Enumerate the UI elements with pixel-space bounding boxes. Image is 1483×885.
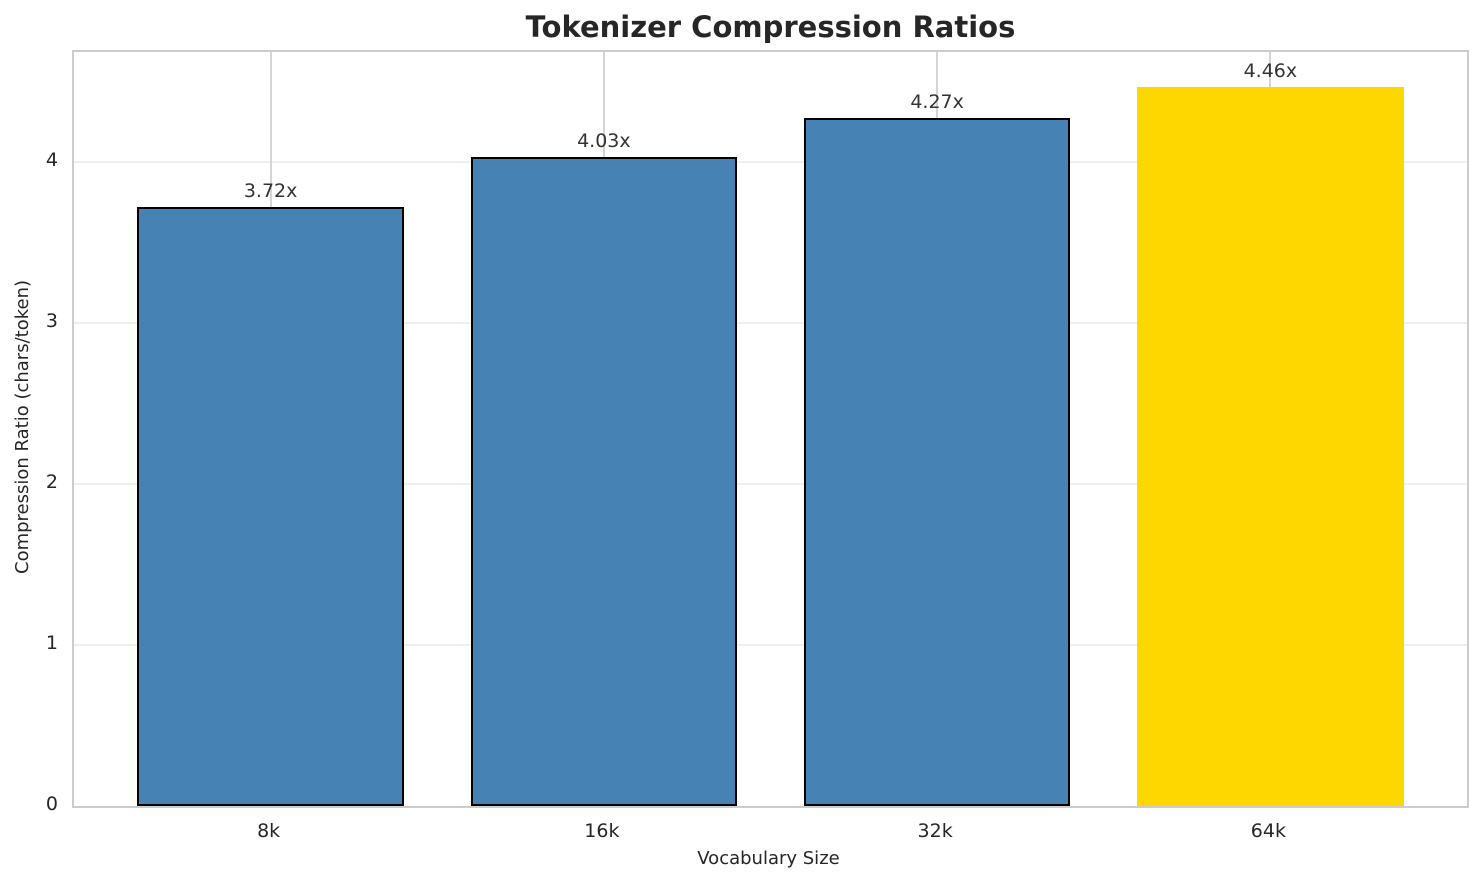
h-gridline <box>74 482 1467 485</box>
y-tick-label: 1 <box>45 631 58 654</box>
bar-value-label: 4.46x <box>1243 60 1298 83</box>
y-tick-label: 0 <box>45 793 58 815</box>
y-axis: 0 1 2 3 4 <box>0 50 58 815</box>
x-tick-label: 8k <box>257 820 281 842</box>
y-tick-label: 4 <box>45 148 58 171</box>
y-tick-label: 3 <box>45 309 58 332</box>
bar-64k <box>1137 87 1404 806</box>
h-gridline <box>74 321 1467 324</box>
bar-value-label: 3.72x <box>243 179 298 202</box>
x-tick-label: 16k <box>584 820 620 842</box>
h-gridline <box>74 643 1467 646</box>
x-tick-label: 32k <box>917 820 953 842</box>
y-tick-label: 2 <box>45 470 58 493</box>
bar-value-label: 4.27x <box>910 91 964 114</box>
bar-value-label: 4.03x <box>577 129 631 152</box>
plot-area: 3.72x 4.03x 4.27x 4.46x <box>72 50 1469 808</box>
x-tick-label: 64k <box>1250 820 1286 842</box>
chart-title: Tokenizer Compression Ratios <box>525 10 1016 44</box>
bar-16k <box>470 156 738 806</box>
x-axis-label: Vocabulary Size <box>697 848 840 869</box>
x-axis: 8k 16k 32k 64k <box>72 812 1465 842</box>
bar-8k <box>137 206 404 806</box>
bar-32k <box>803 118 1071 806</box>
h-gridline <box>74 160 1467 163</box>
